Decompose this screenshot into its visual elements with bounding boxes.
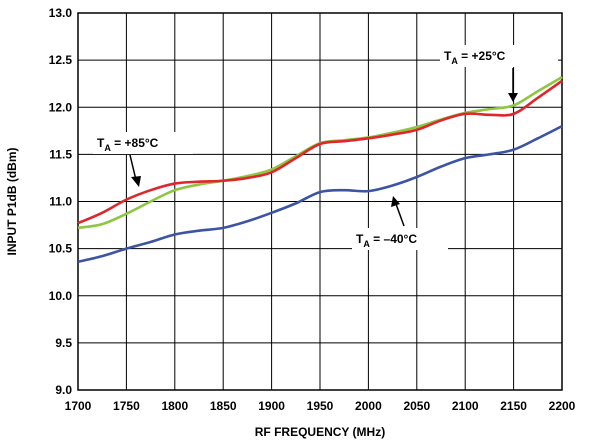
y-tick-labels: 9.0 9.5 10.0 10.5 11.0 11.5 12.0 12.5 13.0 — [49, 6, 73, 397]
x-tick-label: 2150 — [500, 399, 527, 413]
x-tick-label: 1950 — [307, 399, 334, 413]
y-tick-label: 12.5 — [49, 53, 73, 67]
y-axis-title: INPUT P1dB (dBm) — [5, 147, 19, 255]
y-tick-label: 12.0 — [49, 100, 73, 114]
y-tick-label: 10.5 — [49, 242, 73, 256]
x-tick-labels: 1700 1750 1800 1850 1900 1950 2000 2050 2100 2150… — [65, 399, 576, 413]
x-tick-label: 1900 — [258, 399, 285, 413]
y-tick-label: 13.0 — [49, 6, 73, 20]
annotation-plus85-bg — [93, 132, 193, 154]
x-axis-title: RF FREQUENCY (MHz) — [255, 425, 385, 439]
annotation-minus40-arrow — [395, 203, 405, 227]
annotation-plus85-label: TA = +85°C — [97, 136, 159, 153]
y-tick-label: 11.0 — [49, 195, 72, 209]
x-tick-label: 2000 — [355, 399, 382, 413]
x-tick-label: 1850 — [210, 399, 237, 413]
x-tick-label: 2050 — [403, 399, 430, 413]
y-tick-label: 10.0 — [49, 289, 73, 303]
x-tick-label: 2100 — [452, 399, 479, 413]
annotation-minus40-bg — [352, 228, 448, 250]
annotation-plus85: TA = +85°C — [93, 132, 193, 187]
x-tick-label: 1800 — [161, 399, 188, 413]
annotation-plus85-arrow — [129, 154, 137, 181]
annotation-minus40-arrowhead — [391, 196, 400, 207]
annotation-minus40: TA = –40°C — [352, 196, 448, 250]
series-line-minus40 — [77, 124, 563, 264]
annotation-minus40-label: TA = –40°C — [356, 232, 417, 249]
annotation-plus25-label: TA = +25°C — [444, 49, 506, 66]
series-line-plus85 — [77, 79, 563, 225]
x-tick-label: 1750 — [113, 399, 140, 413]
series-layer — [77, 75, 563, 264]
annotation-plus25-bg — [440, 45, 558, 67]
x-tick-label: 2200 — [549, 399, 576, 413]
y-tick-label: 11.5 — [49, 147, 72, 161]
x-tick-label: 1700 — [65, 399, 92, 413]
annotation-plus25: TA = +25°C — [440, 45, 558, 102]
y-tick-label: 9.5 — [55, 336, 72, 350]
annotation-plus25-arrowhead — [508, 93, 518, 102]
annotation-plus85-arrowhead — [131, 176, 141, 187]
y-tick-label: 9.0 — [55, 383, 72, 397]
